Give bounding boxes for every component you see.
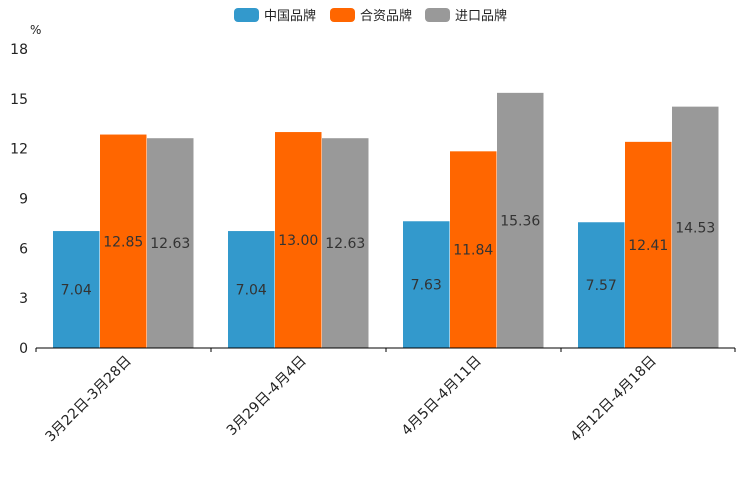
data-label-3-4: 14.53 [675, 220, 715, 236]
data-label-2-1: 12.85 [103, 234, 143, 250]
data-label-1-2: 7.04 [236, 283, 267, 299]
bar-3-2 [322, 138, 369, 348]
legend: 中国品牌 合资品牌 进口品牌 [234, 8, 507, 24]
data-label-2-4: 12.41 [628, 238, 668, 254]
x-category-label: 4月5日-4月11日 [399, 353, 485, 439]
y-tick-label: 9 [19, 192, 28, 208]
data-label-3-1: 12.63 [150, 236, 190, 252]
y-tick-label: 6 [19, 241, 28, 257]
data-label-2-2: 13.00 [278, 233, 318, 249]
bar-3-3 [497, 92, 544, 348]
bar-1-1 [53, 231, 100, 348]
bar-3-4 [672, 106, 719, 348]
legend-label-1: 中国品牌 [264, 8, 316, 24]
legend-label-2: 合资品牌 [360, 8, 412, 24]
x-category-label: 3月29日-4月4日 [224, 353, 310, 439]
y-axis: 0 3 6 9 12 15 18 [10, 42, 28, 357]
bar-3-1 [147, 138, 194, 348]
legend-swatch-2 [330, 8, 355, 22]
bar-2-4 [625, 141, 672, 348]
bar-1-3 [403, 221, 450, 348]
data-label-1-1: 7.04 [61, 283, 92, 299]
data-label-2-3: 11.84 [453, 243, 493, 259]
y-tick-label: 0 [19, 341, 28, 357]
bar-2-3 [450, 151, 497, 348]
data-label-1-4: 7.57 [586, 278, 617, 294]
x-axis: 3月22日-3月28日 3月29日-4月4日 4月5日-4月11日 4月12日-4月1… [35, 347, 736, 445]
legend-label-3: 进口品牌 [455, 8, 507, 24]
y-axis-unit-label: % [30, 23, 41, 37]
y-tick-label: 15 [10, 92, 28, 108]
bar-1-2 [228, 231, 275, 348]
bar-2-1 [100, 134, 147, 348]
legend-swatch-1 [234, 8, 259, 22]
x-category-label: 4月12日-4月18日 [568, 353, 660, 445]
bar-1-4 [578, 222, 625, 348]
data-label-3-3: 15.36 [500, 213, 540, 229]
y-tick-label: 18 [10, 42, 28, 58]
y-tick-label: 12 [10, 142, 28, 158]
data-label-1-3: 7.63 [411, 278, 442, 294]
legend-swatch-3 [425, 8, 450, 22]
y-tick-label: 3 [19, 291, 28, 307]
x-category-label: 3月22日-3月28日 [43, 353, 135, 445]
data-label-3-2: 12.63 [325, 236, 365, 252]
bars: 7.04 7.04 7.63 7.57 12.85 13.00 11.84 12.41 12.6… [53, 92, 719, 348]
bar-2-2 [275, 132, 322, 348]
